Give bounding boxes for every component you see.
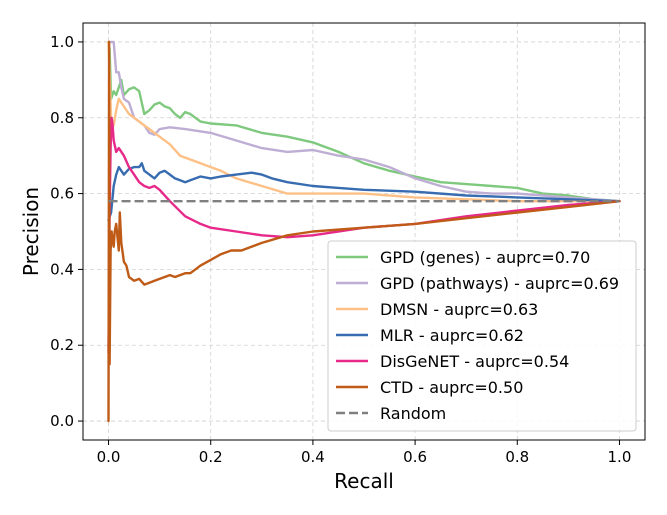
series-line (107, 40, 621, 203)
series-line (107, 162, 621, 222)
legend-label: Random (380, 404, 446, 423)
y-tick-label: 0.2 (50, 336, 74, 354)
x-tick-label: 0.6 (403, 448, 427, 466)
y-tick-label: 0.4 (50, 260, 74, 278)
legend-label: GPD (genes) - auprc=0.70 (380, 248, 590, 267)
plot-frame (82, 22, 646, 441)
x-tick-label: 0.2 (199, 448, 223, 466)
x-tick-label: 0.4 (301, 448, 325, 466)
legend-label: DMSN - auprc=0.63 (380, 300, 538, 319)
series-line (107, 40, 621, 423)
series-lines (107, 40, 621, 423)
axis-ticks: 0.0 0.2 0.4 0.6 0.8 1.0 0.0 0.2 0.4 0.6 0.8 1.0 (50, 33, 631, 466)
x-tick-label: 1.0 (608, 448, 632, 466)
x-tick-label: 0.8 (505, 448, 529, 466)
x-axis-label: Recall (334, 469, 394, 493)
y-tick-label: 1.0 (50, 33, 74, 51)
y-axis-label: Precision (19, 187, 43, 276)
y-tick-label: 0.0 (50, 412, 74, 430)
y-tick-label: 0.8 (50, 109, 74, 127)
legend-label: DisGeNET - auprc=0.54 (380, 352, 569, 371)
series-line (107, 40, 621, 203)
legend-label: MLR - auprc=0.62 (380, 326, 524, 345)
legend-box (327, 240, 637, 432)
legend: GPD (genes) - auprc=0.70 GPD (pathways) -… (327, 240, 637, 432)
legend-label: CTD - auprc=0.50 (380, 378, 523, 397)
y-tick-label: 0.6 (50, 185, 74, 203)
legend-label: GPD (pathways) - auprc=0.69 (380, 274, 619, 293)
x-tick-label: 0.0 (97, 448, 121, 466)
series-line (107, 40, 621, 203)
